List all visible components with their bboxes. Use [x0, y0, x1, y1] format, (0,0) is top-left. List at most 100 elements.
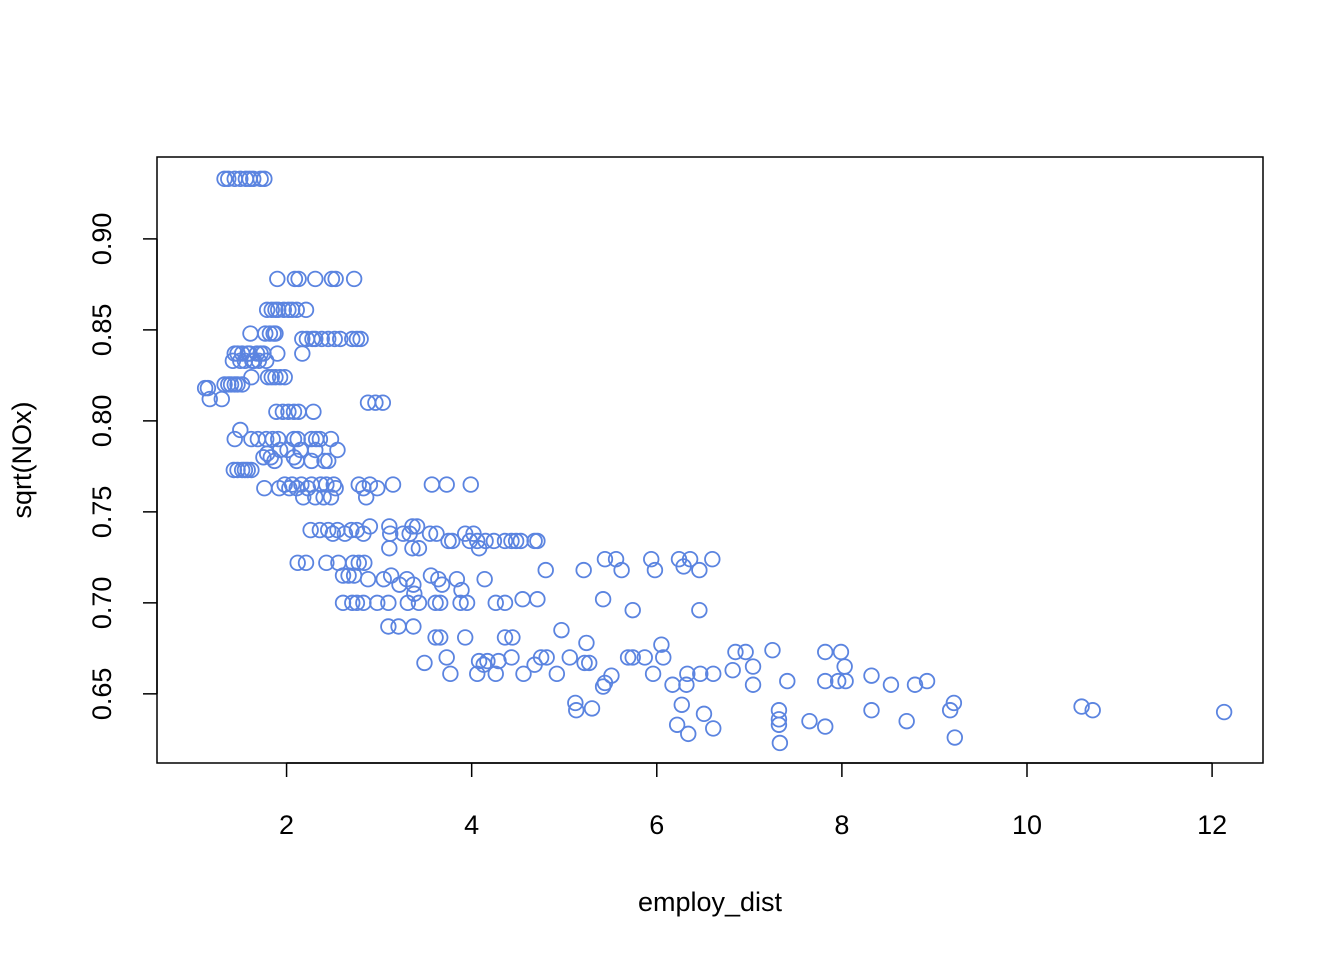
data-point — [578, 634, 595, 652]
data-point — [327, 270, 344, 288]
data-point — [624, 601, 641, 619]
data-point — [837, 672, 854, 690]
data-point — [581, 654, 598, 672]
data-point — [256, 170, 273, 188]
data-point — [232, 421, 249, 439]
data-point — [269, 345, 286, 362]
data-point — [320, 452, 337, 470]
data-point — [432, 594, 449, 612]
data-point — [305, 403, 322, 420]
data-point — [898, 712, 915, 730]
data-point — [324, 525, 342, 542]
data-point — [653, 636, 670, 653]
data-point — [352, 330, 369, 348]
data-point — [596, 550, 614, 568]
y-tick-label: 0.70 — [87, 577, 117, 630]
data-point — [356, 554, 373, 572]
data-point — [532, 649, 550, 666]
data-point — [326, 330, 343, 348]
data-point — [267, 369, 284, 386]
data-point — [594, 591, 612, 608]
data-point — [487, 594, 504, 612]
x-tick-label: 10 — [1012, 810, 1042, 840]
data-point — [529, 532, 546, 550]
data-point — [724, 661, 741, 679]
data-point — [323, 270, 341, 288]
data-point — [311, 430, 329, 448]
data-point — [374, 394, 392, 411]
x-tick-label: 6 — [649, 810, 664, 840]
data-point — [643, 550, 660, 568]
data-point — [636, 649, 653, 666]
data-point — [770, 716, 788, 733]
data-point — [507, 532, 525, 550]
data-point — [487, 665, 504, 683]
data-point — [199, 379, 217, 397]
data-point — [302, 521, 319, 539]
data-point — [705, 665, 722, 683]
data-point — [440, 532, 457, 550]
data-point — [485, 532, 503, 550]
data-point — [644, 665, 662, 683]
data-point — [744, 658, 762, 675]
data-point — [327, 480, 344, 497]
data-point — [428, 525, 445, 542]
data-point — [476, 571, 493, 588]
y-tick-label: 0.65 — [87, 668, 117, 721]
data-point — [836, 658, 853, 675]
data-point — [285, 403, 303, 420]
data-point — [344, 330, 361, 348]
data-point — [1215, 703, 1233, 721]
data-point — [680, 725, 697, 743]
data-point — [496, 594, 514, 612]
data-point — [691, 601, 708, 619]
points-layer — [196, 170, 1233, 752]
data-point — [692, 665, 709, 683]
data-point — [303, 430, 320, 448]
data-point — [280, 403, 297, 420]
data-point — [267, 325, 284, 342]
data-point — [918, 672, 936, 690]
data-point — [433, 576, 451, 593]
data-point — [350, 476, 367, 493]
data-point — [318, 554, 335, 572]
data-point — [613, 561, 630, 579]
y-tick-label: 0.85 — [87, 304, 117, 357]
data-point — [727, 643, 744, 661]
data-point — [229, 376, 246, 393]
data-point — [340, 567, 357, 584]
data-point — [442, 665, 459, 683]
data-point — [297, 554, 315, 572]
data-point — [201, 390, 218, 408]
data-point — [553, 621, 570, 639]
data-point — [270, 430, 287, 448]
x-tick-label: 2 — [279, 810, 294, 840]
x-tick-label: 12 — [1197, 810, 1227, 840]
data-point — [404, 518, 421, 535]
data-point — [220, 170, 237, 188]
data-point — [390, 618, 407, 635]
data-point — [863, 667, 880, 684]
x-axis-title: employ_dist — [638, 887, 783, 917]
data-point — [678, 676, 695, 693]
data-point — [655, 649, 672, 666]
data-point — [423, 476, 441, 493]
data-point — [320, 330, 337, 348]
data-point — [537, 561, 554, 579]
data-point — [307, 330, 324, 348]
data-point — [832, 643, 850, 661]
data-point — [695, 705, 713, 723]
data-point — [289, 554, 306, 572]
data-point — [941, 702, 959, 719]
data-point — [271, 369, 289, 386]
data-point — [359, 571, 377, 588]
data-point — [548, 665, 566, 683]
data-point — [427, 594, 444, 612]
data-point — [348, 594, 366, 612]
data-point — [567, 694, 584, 712]
data-point — [268, 403, 285, 420]
data-point — [269, 270, 286, 288]
data-point — [764, 641, 781, 659]
data-point — [285, 430, 303, 448]
data-point — [295, 489, 312, 506]
